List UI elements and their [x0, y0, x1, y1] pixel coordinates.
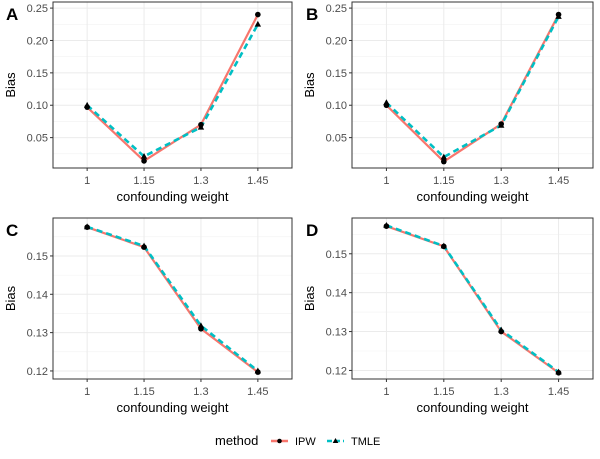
panel-background [352, 218, 593, 379]
panel-tag-label: B [306, 5, 318, 24]
panel-border [351, 217, 594, 380]
data-point-tmle [555, 368, 562, 375]
legend: method IPW TMLE [215, 433, 380, 448]
y-tick-label: 0.10 [326, 100, 347, 112]
y-tick-label: 0.15 [326, 249, 347, 261]
x-tick-label: 1.15 [433, 386, 454, 398]
series-line-ipw [385, 14, 560, 163]
data-point-tmle [440, 242, 448, 249]
x-tick-label: 1 [84, 386, 90, 398]
panel-border [351, 1, 594, 169]
x-tick-label: 1.3 [193, 175, 208, 187]
y-tick-label: 0.12 [27, 366, 48, 378]
y-tick-label: 0.25 [326, 3, 347, 15]
x-tick-label: 1.45 [548, 175, 569, 187]
x-tick-label: 1.15 [133, 386, 154, 398]
panel-d: 0.12 0.13 0.14 0.15 1 1.15 1.3 1.45 confounding … [302, 217, 594, 415]
series-line-tmle [385, 15, 560, 159]
panel-border [52, 217, 293, 380]
y-tick-label: 0.10 [27, 100, 48, 112]
y-axis-title: Bias [3, 72, 18, 98]
x-axis-title: confounding weight [116, 189, 228, 204]
panel-background [53, 2, 292, 168]
y-tick-label: 0.13 [27, 328, 48, 340]
x-axis-title: confounding weight [416, 400, 528, 415]
data-point-ipw [441, 158, 447, 165]
x-tick-label: 1.15 [433, 175, 454, 187]
series-line-tmle [86, 225, 259, 372]
legend-label-tmle: TMLE [351, 436, 380, 448]
legend-title: method [215, 433, 258, 448]
legend-key-marker-triangle [332, 438, 339, 443]
data-point-tmle [83, 101, 91, 108]
data-point-tmle [383, 99, 390, 106]
panel-tag-label: A [6, 5, 18, 24]
panel-border [52, 1, 293, 169]
legend-label-ipw: IPW [295, 436, 316, 448]
y-tick-label: 0.15 [326, 68, 347, 80]
y-axis-title: Bias [302, 285, 317, 311]
series-line-ipw [86, 14, 259, 163]
panel-a: 0.05 0.10 0.15 0.20 0.25 1 1.15 1.3 1.45 confound… [3, 1, 293, 204]
y-tick-label: 0.20 [27, 35, 48, 47]
legend-key-marker-circle [277, 438, 282, 444]
data-point-tmle [254, 367, 262, 374]
x-tick-label: 1.15 [133, 175, 154, 187]
panel-b: 0.05 0.10 0.15 0.20 0.25 1 1.15 1.3 1.45 confound… [302, 1, 594, 204]
data-point-tmle [497, 326, 505, 333]
data-point-tmle [140, 153, 148, 159]
y-tick-label: 0.15 [27, 251, 48, 263]
x-tick-label: 1.3 [494, 386, 509, 398]
panel-c: 0.12 0.13 0.14 0.15 1 1.15 1.3 1.45 confounding … [3, 217, 293, 415]
x-tick-label: 1 [84, 175, 90, 187]
x-tick-label: 1 [383, 386, 389, 398]
x-tick-label: 1 [383, 175, 389, 187]
data-point-tmle [254, 20, 262, 27]
y-tick-label: 0.20 [326, 35, 347, 47]
y-tick-label: 0.14 [326, 288, 347, 300]
x-tick-label: 1.3 [193, 386, 208, 398]
series-line-tmle [385, 224, 560, 374]
x-tick-label: 1.45 [247, 175, 268, 187]
panel-tag-label: C [6, 221, 18, 240]
y-axis-title: Bias [3, 285, 18, 311]
data-point-tmle [83, 223, 91, 230]
panel-tag-label: D [306, 221, 318, 240]
x-tick-label: 1.3 [494, 175, 509, 187]
panel-background [53, 218, 292, 379]
y-tick-label: 0.14 [27, 289, 48, 301]
x-axis-title: confounding weight [416, 189, 528, 204]
x-tick-label: 1.45 [247, 386, 268, 398]
data-point-tmle [140, 242, 148, 249]
y-axis-title: Bias [302, 72, 317, 98]
data-point-ipw [141, 158, 147, 164]
x-axis-title: confounding weight [116, 400, 228, 415]
data-point-tmle [555, 13, 562, 19]
y-tick-label: 0.05 [326, 133, 347, 145]
data-point-tmle [383, 221, 390, 228]
y-tick-label: 0.05 [27, 133, 48, 145]
data-point-tmle [440, 153, 448, 160]
data-point-tmle [197, 123, 205, 130]
data-point-tmle [197, 322, 205, 329]
y-tick-label: 0.25 [27, 3, 48, 15]
y-tick-label: 0.15 [27, 68, 48, 80]
data-point-tmle [497, 121, 505, 128]
y-tick-label: 0.12 [326, 365, 347, 377]
y-tick-label: 0.13 [326, 327, 347, 339]
x-tick-label: 1.45 [548, 386, 569, 398]
data-point-ipw [255, 11, 261, 18]
